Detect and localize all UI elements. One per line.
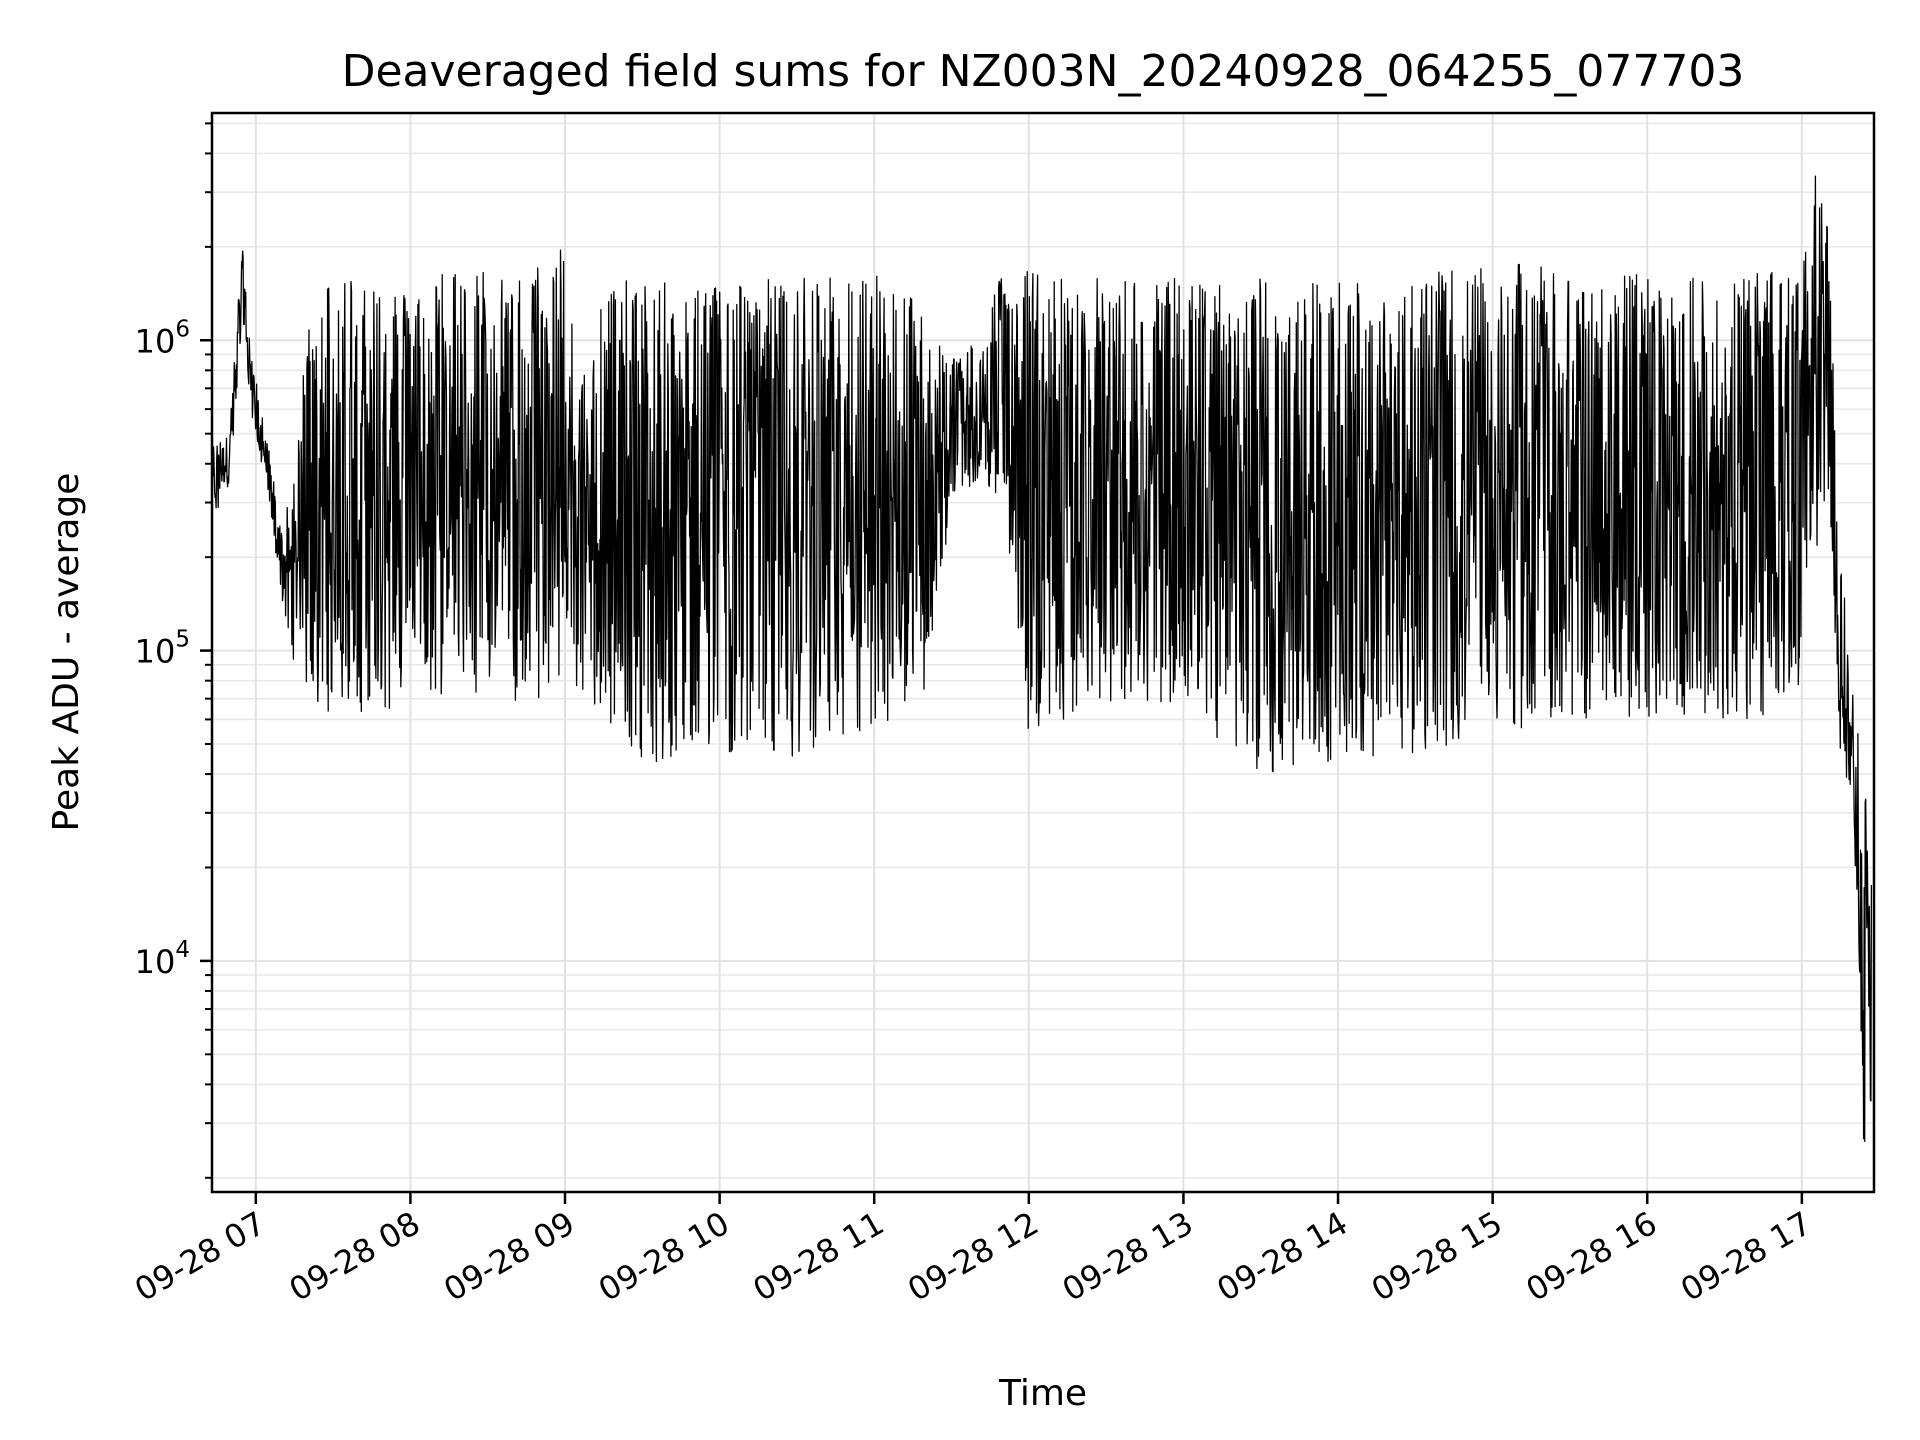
series-line [211, 175, 1873, 1143]
series-layer [211, 175, 1873, 1143]
y-tick-label: 105 [135, 627, 190, 671]
y-tick-label: 106 [135, 316, 190, 360]
chart-title: Deaveraged field sums for NZ003N_2024092… [342, 46, 1745, 97]
y-axis-label: Peak ADU - average [46, 473, 87, 832]
y-axis: 104 105 106 [135, 122, 212, 1179]
x-axis-label: Time [998, 1373, 1087, 1414]
y-tick-label: 104 [135, 937, 190, 981]
plot-frame [210, 111, 1876, 1194]
